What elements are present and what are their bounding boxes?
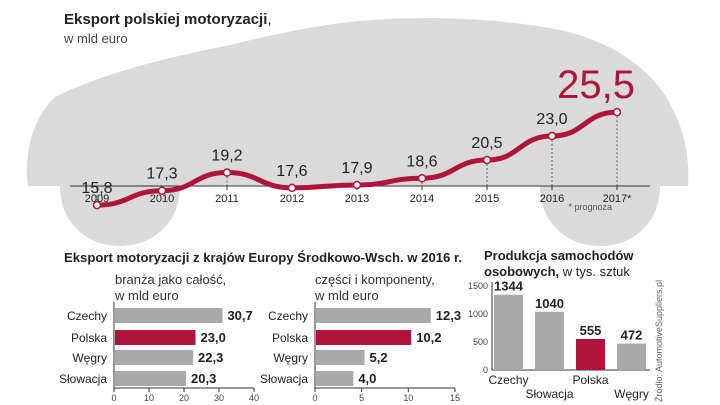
data-point-2010: [157, 186, 167, 195]
bar-value-label: 23,0: [201, 330, 226, 345]
bar-value-label: 20,3: [191, 371, 216, 386]
category-label: Węgry: [273, 351, 308, 365]
data-label: 23,0: [536, 111, 567, 128]
bar-value-label: 22,3: [198, 350, 223, 365]
category-label: Czechy: [67, 309, 107, 323]
bar-Słowacja: [535, 311, 564, 370]
data-point-2015: [482, 155, 492, 165]
data-label: 17,9: [341, 160, 372, 177]
x-tick-label: 2016: [540, 193, 564, 205]
bar-value-label: 30,7: [227, 308, 252, 323]
x-tick-label: 10: [403, 393, 413, 403]
bar-Polska: [115, 330, 196, 345]
bar-Polska: [576, 338, 605, 370]
cee-export-section: Eksport motoryzacji z krajów Europy Środ…: [59, 250, 462, 403]
industry-total-bar-chart: branża jako całość,w mld euro 0 10 20 30 40 Cz…: [59, 272, 259, 403]
bar-Czechy: [494, 294, 523, 370]
bar-value-label: 472: [621, 328, 643, 343]
bar-value-label: 1344: [494, 279, 524, 294]
x-tick-label: 2015: [475, 193, 499, 205]
production-title: Produkcja samochodów: [484, 248, 634, 263]
production-subtitle: osobowych, w tys. sztuk: [484, 264, 630, 279]
y-tick-label: 0: [483, 365, 488, 375]
y-tick-label: 1000: [468, 309, 488, 319]
bar-Słowacja: [316, 371, 354, 386]
category-label: Węgry: [614, 387, 649, 401]
x-tick-label: 0: [312, 393, 317, 403]
car-silhouette-icon: [26, 18, 689, 246]
bar-Słowacja: [115, 371, 187, 386]
data-point-2009: [92, 200, 102, 210]
x-tick-label: 0: [111, 393, 116, 403]
cee-export-heading: Eksport motoryzacji z krajów Europy Środ…: [64, 250, 462, 265]
car-production-bar-chart: Produkcja samochodów osobowych, w tys. s…: [468, 248, 650, 401]
bar-value-label: 555: [580, 323, 602, 338]
bar-Węgry: [617, 343, 646, 370]
export-line-chart: Eksport polskiej motoryzacji, w mld euro…: [26, 11, 689, 246]
bar-value-label: 5,2: [370, 350, 388, 365]
category-label: Polska: [272, 331, 308, 345]
forecast-footnote: * prognoza: [568, 202, 612, 212]
category-label: Słowacja: [260, 372, 308, 386]
line-chart-subtitle: w mld euro: [63, 31, 128, 46]
x-tick-label: 20: [179, 393, 189, 403]
bar-value-label: 10,2: [416, 330, 441, 345]
bar-Węgry: [115, 350, 194, 365]
x-tick-label: 10: [144, 393, 154, 403]
data-point-2012: [287, 183, 297, 193]
data-label: 20,5: [471, 135, 502, 152]
category-label: Polska: [71, 331, 107, 345]
data-label: 18,6: [406, 153, 437, 170]
bar-Czechy: [316, 308, 431, 323]
forecast-value-label: 25,5: [557, 63, 635, 107]
bar-value-label: 1040: [535, 296, 564, 311]
bar-Węgry: [316, 350, 365, 365]
x-tick-label: 2010: [150, 193, 174, 205]
line-chart-title: Eksport polskiej motoryzacji,: [64, 11, 272, 28]
data-point-2011: [222, 168, 232, 177]
bar-subtitle: branża jako całość,: [115, 272, 226, 287]
x-tick-label: 30: [214, 393, 224, 403]
category-label: Słowacja: [59, 372, 107, 386]
bar-subtitle: w mld euro: [314, 288, 379, 303]
data-point-2013: [352, 180, 362, 190]
data-label: 17,6: [276, 163, 307, 180]
x-tick-label: 2017*: [603, 193, 632, 205]
category-label: Słowacja: [525, 387, 573, 401]
category-label: Węgry: [72, 351, 107, 365]
x-tick-label: 15: [450, 393, 460, 403]
x-tick-label: 2013: [345, 193, 369, 205]
bar-subtitle: części i komponenty,: [315, 272, 435, 287]
data-point-2014: [417, 174, 427, 183]
x-tick-label: 2014: [410, 193, 434, 205]
y-tick-label: 500: [473, 337, 488, 347]
x-tick-label: 2011: [215, 193, 239, 205]
x-tick-label: 2012: [280, 193, 304, 205]
data-label: 15,8: [81, 180, 112, 197]
data-label: 17,3: [146, 166, 177, 183]
data-point-2016: [547, 131, 557, 141]
x-tick-label: 5: [359, 393, 364, 403]
x-tick-label: 40: [249, 393, 259, 403]
bar-Polska: [316, 330, 412, 345]
bar-Czechy: [115, 308, 223, 323]
category-label: Polska: [572, 373, 608, 387]
data-label: 19,2: [211, 148, 242, 165]
source-note: Źródło: AutomotiveSuppliers.pl: [654, 280, 664, 402]
category-label: Czechy: [268, 309, 308, 323]
x-tick-label: 2009: [85, 193, 109, 205]
bar-value-label: 12,3: [436, 308, 461, 323]
data-point-2017*: [612, 107, 622, 117]
bar-subtitle: w mld euro: [114, 288, 179, 303]
y-tick-label: 1500: [468, 281, 488, 291]
bar-value-label: 4,0: [358, 371, 376, 386]
parts-components-bar-chart: części i komponenty,w mld euro 0 5 10 15 Czec…: [260, 272, 461, 403]
category-label: Czechy: [488, 373, 528, 387]
